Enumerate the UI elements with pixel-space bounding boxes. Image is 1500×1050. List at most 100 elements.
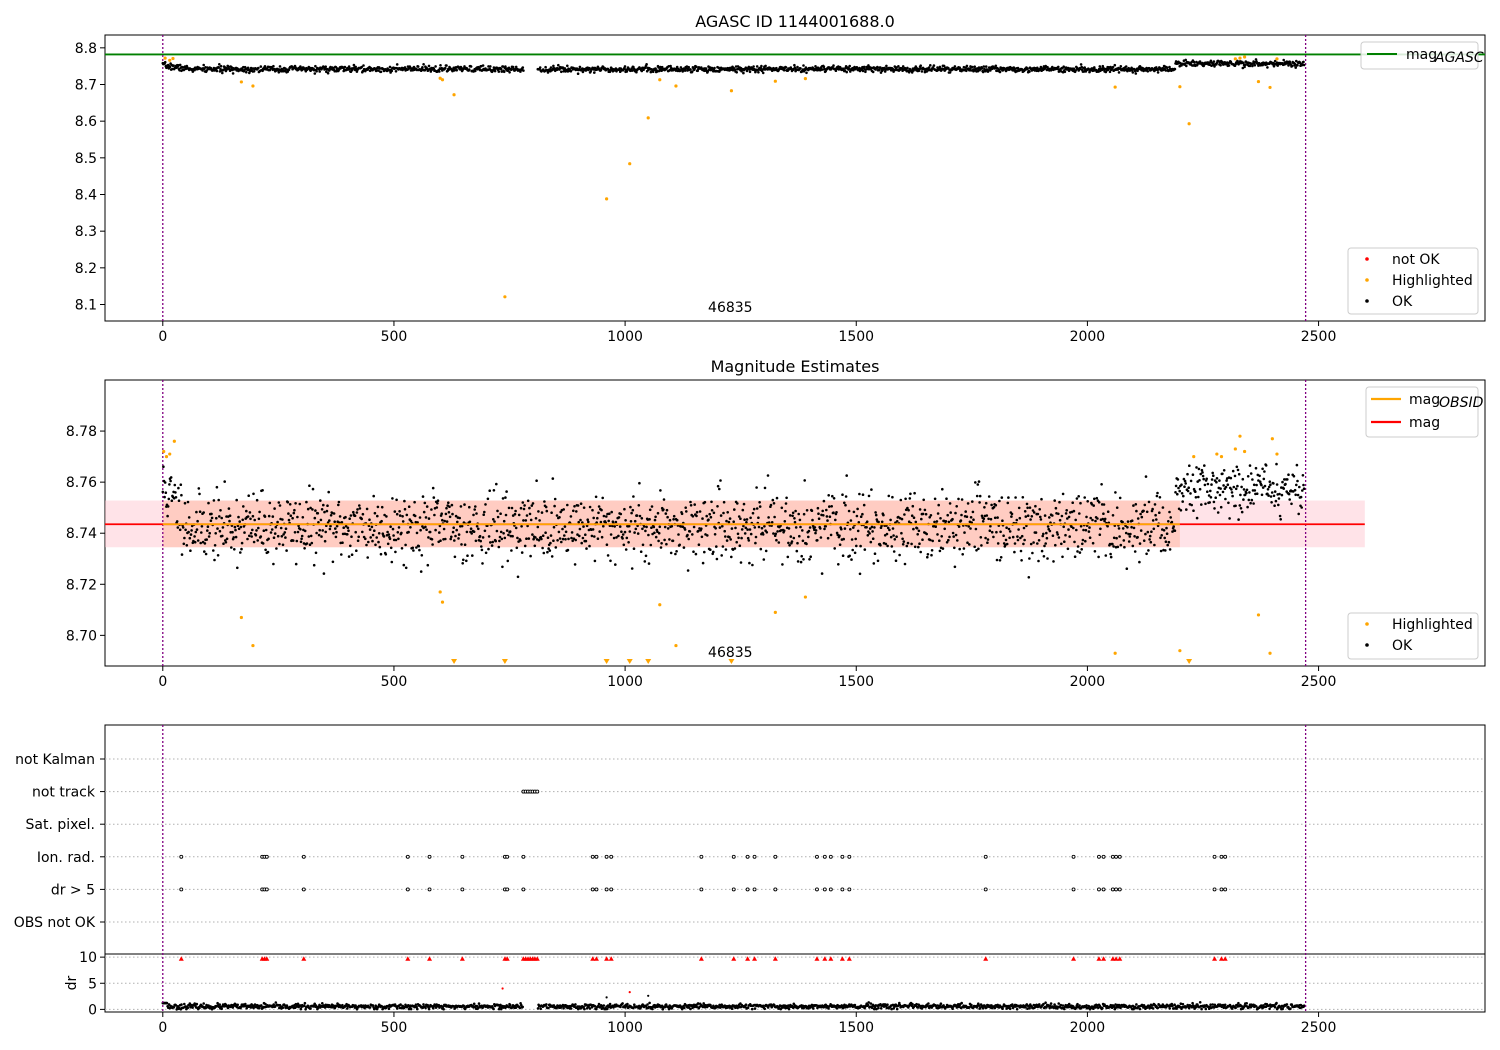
highlighted-point [172, 439, 176, 443]
ok-point [451, 530, 455, 534]
ok-point [827, 494, 830, 497]
ok-point [663, 525, 667, 529]
ok-point [821, 509, 824, 513]
ok-point [444, 512, 448, 516]
flag-point [773, 887, 778, 892]
ok-point [1296, 493, 1300, 497]
ok-point [523, 544, 527, 548]
ok-point [1010, 512, 1014, 516]
ok-point [218, 529, 222, 533]
ok-point [1089, 516, 1092, 520]
ok-point [968, 543, 971, 546]
ok-point [937, 503, 940, 507]
ok-point [757, 525, 761, 529]
ok-point [556, 539, 559, 542]
ok-point [1118, 496, 1122, 500]
ok-point [439, 64, 442, 67]
out-of-range-marker [626, 659, 633, 664]
ok-point [355, 511, 359, 514]
ok-point [981, 520, 985, 523]
ok-point [493, 69, 497, 73]
ok-point [1295, 59, 1298, 63]
ok-point [305, 542, 309, 545]
ok-point [574, 538, 577, 542]
ok-point [1079, 63, 1083, 66]
ok-point [967, 525, 970, 528]
ok-point [1232, 485, 1236, 489]
ok-point [737, 515, 741, 518]
ok-point [500, 537, 504, 541]
y-tick-label: 8.3 [75, 224, 97, 240]
ok-point [805, 71, 808, 75]
ok-point [1111, 542, 1114, 546]
ok-point [1151, 519, 1155, 522]
ok-point [187, 530, 190, 534]
ok-point [820, 572, 824, 575]
ok-point [519, 506, 523, 510]
ok-point [771, 498, 775, 502]
ok-point [787, 527, 791, 530]
highlighted-point [440, 78, 445, 82]
ok-point [902, 540, 906, 543]
x-tick-label: 0 [158, 674, 167, 690]
ok-point [206, 529, 209, 532]
ok-point [736, 502, 739, 505]
ok-point [665, 508, 669, 512]
ok-point [334, 65, 338, 69]
ok-point [480, 548, 484, 552]
highlighted-point [674, 643, 678, 648]
ok-point [1145, 510, 1149, 514]
ok-point [826, 519, 829, 522]
ok-point [465, 559, 468, 563]
ok-point [1273, 504, 1276, 508]
ok-point [445, 64, 448, 67]
ok-point [619, 512, 623, 516]
ok-point [713, 533, 717, 536]
ok-point [717, 66, 720, 70]
ok-point [499, 512, 502, 515]
legend-box [1347, 612, 1479, 660]
ok-point [1093, 550, 1097, 553]
highlighted-point [168, 452, 172, 456]
ok-point [332, 512, 336, 515]
dr-point [341, 1003, 344, 1007]
ok-point [1237, 472, 1241, 476]
dr-point [574, 1003, 577, 1006]
ok-point [576, 72, 580, 75]
ok-point [326, 504, 329, 508]
ok-point [196, 519, 199, 523]
ok-point [947, 538, 950, 542]
dr-point [812, 1007, 815, 1010]
ok-point [1013, 542, 1017, 545]
ok-point [499, 67, 503, 71]
dr-point [285, 1004, 289, 1007]
ok-point [1139, 529, 1143, 532]
ok-point [700, 535, 704, 539]
ok-point [411, 546, 415, 550]
ok-point [447, 501, 450, 505]
ok-point [801, 539, 805, 543]
ok-point [978, 501, 981, 504]
ok-point [189, 549, 192, 552]
ok-point [691, 533, 694, 536]
ok-point [522, 69, 525, 72]
ok-point [173, 483, 177, 487]
ok-point [296, 530, 300, 534]
ok-point [1247, 498, 1251, 502]
ok-point [596, 516, 599, 520]
ok-point [703, 550, 706, 554]
ok-point [657, 531, 661, 535]
ok-point [1255, 492, 1259, 496]
dr-point [514, 1006, 518, 1010]
ok-point [865, 520, 869, 523]
ok-point [704, 67, 708, 70]
ok-point [1273, 59, 1277, 63]
ok-point [348, 517, 352, 520]
ok-point [752, 507, 756, 511]
ok-point [755, 486, 758, 489]
ok-point [204, 552, 208, 556]
ok-point [495, 529, 499, 533]
ok-point [281, 543, 285, 547]
dr-point [562, 1007, 565, 1010]
ok-point [501, 565, 504, 569]
